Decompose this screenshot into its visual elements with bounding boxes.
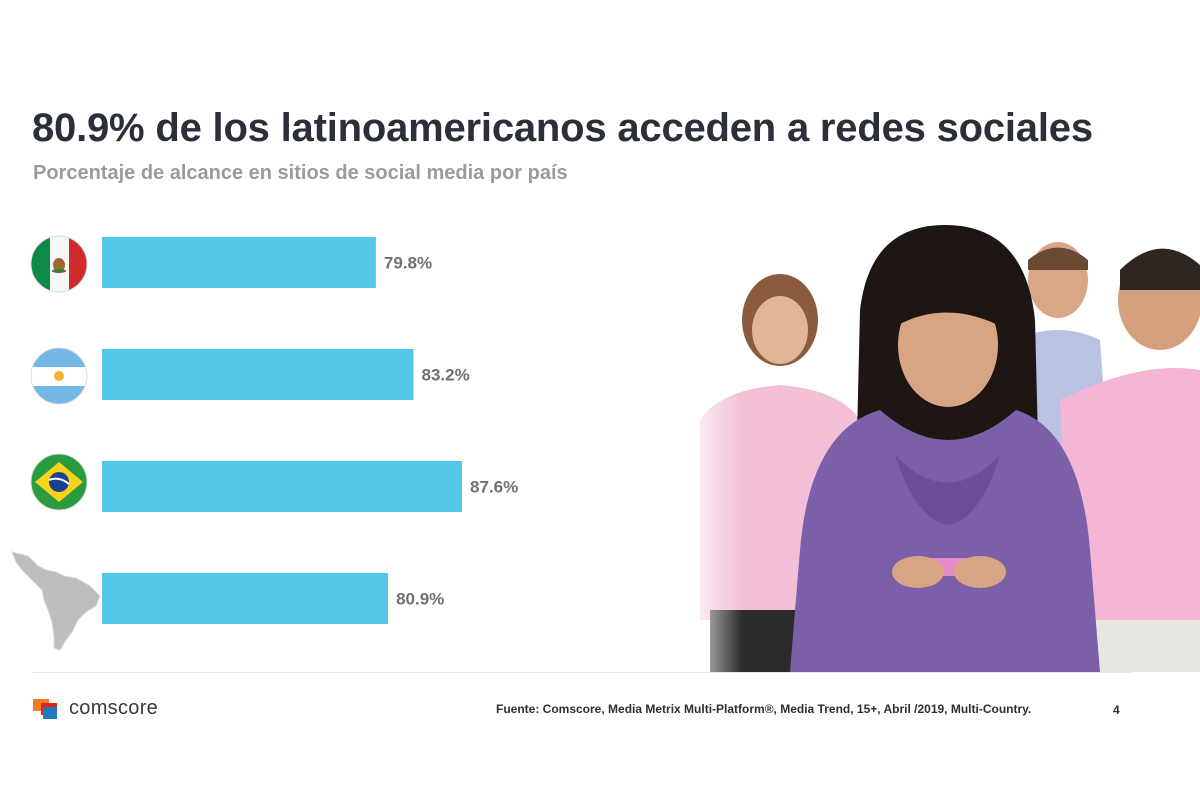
bar-argentina-flag	[102, 349, 414, 400]
bar-chart: 79.8% 83.2% 87.6% 80.9%	[11, 235, 518, 651]
slide-subtitle: Porcentaje de alcance en sitios de socia…	[33, 162, 568, 184]
latin-america-map-icon	[11, 551, 101, 651]
people-using-smartphones-photo	[680, 220, 1200, 672]
slide-title: 80.9% de los latinoamericanos acceden a …	[32, 106, 1093, 150]
bar-latin-america-map	[102, 573, 389, 624]
brazil-flag-icon	[30, 453, 88, 511]
bar-mexico-flag	[102, 237, 376, 288]
argentina-flag-icon	[30, 347, 88, 405]
mexico-flag-icon	[30, 235, 88, 293]
comscore-logo-icon	[33, 699, 57, 719]
page-number: 4	[1113, 703, 1120, 717]
data-label-mexico-flag: 79.8%	[384, 254, 432, 273]
bar-brazil-flag	[102, 461, 462, 512]
data-label-brazil-flag: 87.6%	[470, 478, 518, 497]
data-label-argentina-flag: 83.2%	[422, 366, 470, 385]
source-note: Fuente: Comscore, Media Metrix Multi-Pla…	[496, 702, 1032, 716]
data-label-latin-america-map: 80.9%	[396, 590, 444, 609]
comscore-logo-text: comscore	[69, 697, 159, 719]
footer-divider	[32, 672, 1132, 673]
